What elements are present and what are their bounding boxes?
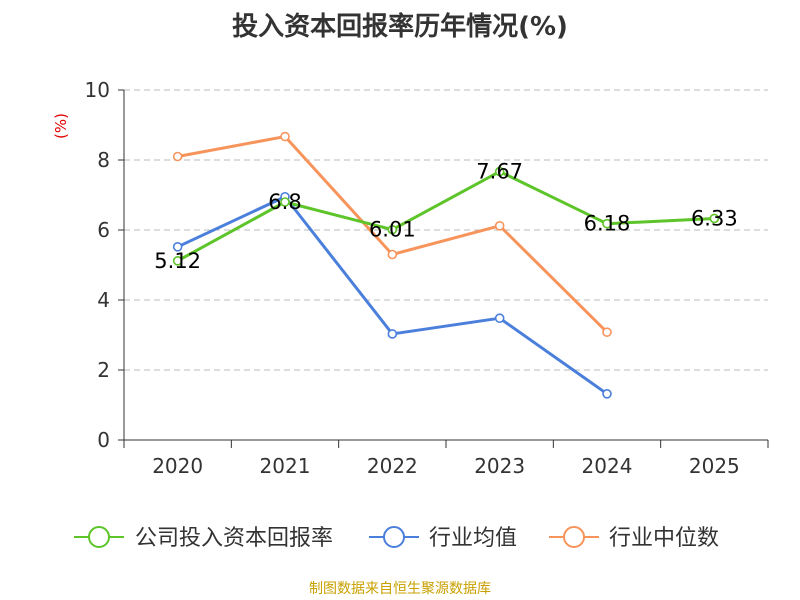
- series-layer: [172, 131, 720, 399]
- legend-label: 公司投入资本回报率: [135, 526, 333, 551]
- y-tick-label: 4: [97, 288, 110, 312]
- data-point: [172, 242, 183, 252]
- data-point: [494, 221, 505, 231]
- y-tick-label: 10: [85, 78, 110, 102]
- data-label: 6.18: [584, 212, 631, 236]
- data-point: [280, 131, 290, 142]
- x-tick-label: 2020: [152, 454, 203, 478]
- y-tick-label: 6: [97, 218, 110, 242]
- data-label: 6.01: [369, 218, 416, 242]
- x-tick-label: 2024: [582, 454, 633, 478]
- x-tick-label: 2022: [367, 454, 418, 478]
- legend-label: 行业中位数: [609, 526, 719, 551]
- chart-title: 投入资本回报率历年情况(%): [232, 12, 568, 42]
- legend-label: 行业均值: [429, 526, 517, 551]
- legend-marker-dot: [383, 526, 405, 548]
- data-point: [602, 388, 612, 399]
- data-point: [387, 249, 398, 260]
- data-point: [387, 224, 398, 235]
- x-tick-label: 2021: [260, 454, 311, 478]
- data-point: [280, 197, 290, 207]
- data-point: [172, 151, 183, 162]
- axis-layer: 0 2 4 6 8 10 2020 2021 2022 2023 2024 2025 (%): [52, 78, 769, 478]
- grid-layer: [124, 89, 768, 371]
- y-tick-label: 8: [97, 148, 110, 172]
- y-axis-unit: (%): [52, 113, 70, 139]
- y-tick-label: 0: [97, 428, 110, 452]
- data-point: [494, 313, 505, 324]
- data-point: [602, 327, 612, 338]
- data-point: [172, 255, 183, 266]
- x-tick-label: 2023: [474, 454, 525, 478]
- data-label-layer: 5.12 6.8 6.01 7.67 6.18 6.33: [154, 160, 737, 273]
- data-label: 5.12: [154, 249, 201, 273]
- data-point: [387, 329, 398, 339]
- x-tick-label: 2025: [689, 454, 740, 478]
- data-point: [709, 213, 720, 224]
- legend-marker-dot: [88, 526, 110, 548]
- data-label: 7.67: [476, 160, 523, 184]
- legend: 公司投入资本回报率 行业均值 行业中位数: [74, 526, 719, 551]
- data-point: [602, 218, 612, 229]
- data-point: [494, 166, 505, 177]
- series-line: [176, 170, 715, 263]
- source-note: 制图数据来自恒生聚源数据库: [309, 581, 491, 597]
- legend-marker-dot: [563, 526, 585, 548]
- data-label: 6.8: [268, 190, 301, 214]
- data-label: 6.33: [691, 206, 738, 230]
- y-tick-label: 2: [97, 358, 110, 382]
